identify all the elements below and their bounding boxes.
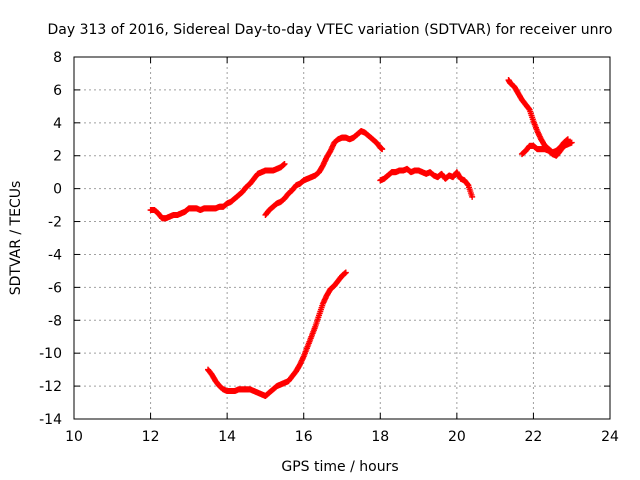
axis-ticks <box>73 56 611 420</box>
y-tick-label: -2 <box>48 215 62 231</box>
x-tick-label: 22 <box>525 429 543 445</box>
y-tick-label: 4 <box>53 116 62 132</box>
x-tick-label: 18 <box>371 429 389 445</box>
x-axis-label: GPS time / hours <box>281 459 398 475</box>
y-tick-label: 2 <box>53 149 62 165</box>
y-tick-labels: -14 -12 -10 -8 -6 -4 -2 0 2 4 6 8 <box>39 50 62 428</box>
x-tick-label: 10 <box>65 429 83 445</box>
x-tick-label: 16 <box>295 429 313 445</box>
y-tick-label: 0 <box>53 182 62 198</box>
plot-frame <box>73 56 611 420</box>
data-point <box>281 160 288 167</box>
data-point <box>568 139 575 146</box>
x-tick-label: 12 <box>142 429 160 445</box>
y-tick-label: 8 <box>53 50 62 66</box>
y-tick-label: -14 <box>39 412 62 428</box>
data-point <box>379 146 386 153</box>
y-tick-label: -4 <box>48 247 62 263</box>
x-tick-label: 14 <box>218 429 236 445</box>
y-tick-label: -6 <box>48 280 62 296</box>
data-point <box>469 193 476 200</box>
data-point <box>342 269 349 276</box>
chart-title: Day 313 of 2016, Sidereal Day-to-day VTE… <box>48 22 613 38</box>
x-tick-label: 24 <box>601 429 619 445</box>
y-tick-label: -8 <box>48 313 62 329</box>
x-tick-label: 20 <box>448 429 466 445</box>
data-points <box>147 77 575 399</box>
y-tick-label: 6 <box>53 83 62 99</box>
y-tick-label: -12 <box>39 379 62 395</box>
x-tick-labels: 10 12 14 16 18 20 22 24 <box>65 429 619 445</box>
y-tick-label: -10 <box>39 346 62 362</box>
y-axis-label: SDTVAR / TECUs <box>8 181 24 296</box>
